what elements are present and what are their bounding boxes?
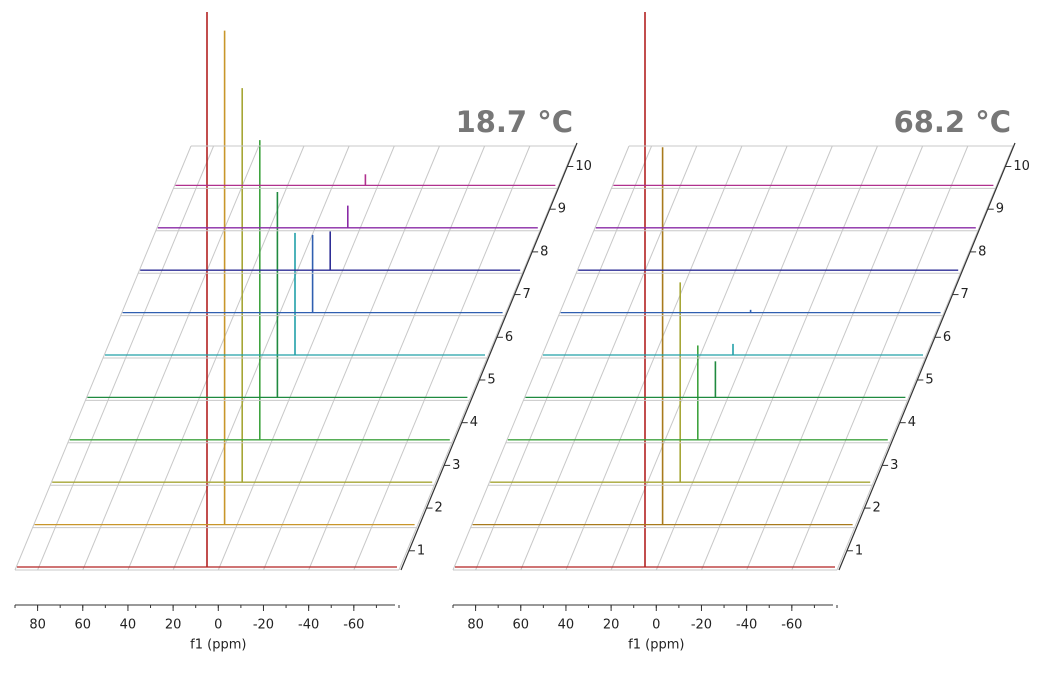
x-tick-label: 60	[512, 618, 529, 633]
x-tick-label: -20	[691, 618, 712, 633]
x-tick-label: -60	[781, 618, 802, 633]
depth-tick-label: 10	[1013, 159, 1030, 174]
x-tick-label: 40	[120, 618, 137, 633]
x-tick-label: 40	[558, 618, 575, 633]
x-tick-label: -20	[253, 618, 274, 633]
x-tick-label: 80	[467, 618, 484, 633]
x-tick-label: -40	[736, 618, 757, 633]
depth-tick-label: 5	[487, 372, 495, 387]
x-axis-label: f1 (ppm)	[628, 638, 684, 653]
x-tick-label: 80	[29, 618, 46, 633]
x-tick-label: 20	[165, 618, 182, 633]
depth-tick-label: 4	[908, 415, 916, 430]
depth-tick-label: 2	[435, 501, 443, 516]
depth-axis	[838, 142, 1016, 571]
x-tick-label: 0	[652, 618, 660, 633]
depth-tick-label: 6	[943, 330, 951, 345]
x-tick-label: 0	[214, 618, 222, 633]
x-tick-label: -40	[298, 618, 319, 633]
depth-tick-label: 7	[523, 287, 531, 302]
depth-tick-label: 3	[890, 458, 898, 473]
depth-tick-label: 1	[417, 543, 425, 558]
depth-tick-label: 8	[978, 244, 986, 259]
depth-tick-label: 1	[855, 543, 863, 558]
depth-tick-label: 2	[873, 501, 881, 516]
chart-title: 18.7 °C	[456, 105, 573, 139]
x-tick-label: -60	[343, 618, 364, 633]
depth-tick-label: 6	[505, 330, 513, 345]
depth-tick-label: 4	[470, 415, 478, 430]
depth-tick-label: 5	[925, 372, 933, 387]
chart-title: 68.2 °C	[894, 105, 1011, 139]
depth-tick-label: 9	[996, 202, 1004, 217]
depth-tick-label: 9	[558, 202, 566, 217]
depth-tick-label: 3	[452, 458, 460, 473]
depth-tick-label: 10	[575, 159, 592, 174]
x-axis-label: f1 (ppm)	[190, 638, 246, 653]
x-tick-label: 20	[603, 618, 620, 633]
x-tick-label: 60	[74, 618, 91, 633]
depth-axis	[400, 142, 578, 571]
depth-tick-label: 8	[540, 244, 548, 259]
depth-tick-label: 7	[961, 287, 969, 302]
